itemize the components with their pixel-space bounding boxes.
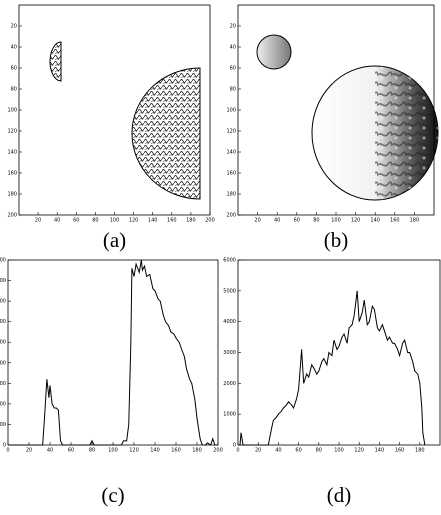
y-tick-label: 80 [11, 87, 17, 93]
y-tick-label: 0 [3, 443, 6, 449]
x-tick-label: 100 [331, 218, 341, 224]
y-tick-label: 60 [230, 66, 236, 72]
x-tick-label: 40 [47, 448, 53, 454]
x-tick-label: 20 [26, 448, 32, 454]
y-tick-label: 0 [233, 443, 236, 449]
x-tick-label: 80 [89, 448, 95, 454]
x-tick-label: 120 [354, 448, 364, 454]
y-tick-label: 6000 [0, 319, 6, 325]
x-tick-label: 100 [110, 218, 120, 224]
y-tick-label: 160 [226, 171, 236, 177]
x-tick-label: 60 [73, 218, 79, 224]
x-tick-label: 180 [186, 218, 196, 224]
y-tick-label: 4000 [0, 360, 6, 366]
x-tick-label: 100 [108, 448, 118, 454]
x-tick-label: 60 [68, 448, 74, 454]
panel-caption: (a) [103, 228, 126, 252]
x-tick-label: 120 [129, 218, 139, 224]
histogram-line [8, 259, 218, 446]
y-tick-label: 20 [11, 24, 17, 30]
y-tick-label: 40 [11, 45, 17, 51]
x-tick-label: 120 [351, 218, 361, 224]
y-tick-label: 5000 [223, 288, 236, 294]
x-tick-label: 80 [92, 218, 98, 224]
x-tick-label: 180 [410, 218, 420, 224]
x-tick-label: 40 [275, 448, 281, 454]
x-tick-label: 20 [254, 218, 260, 224]
x-tick-label: 160 [171, 448, 181, 454]
x-tick-label: 140 [148, 218, 158, 224]
y-tick-label: 120 [226, 129, 236, 135]
x-tick-label: 140 [150, 448, 160, 454]
y-tick-label: 7000 [0, 299, 6, 305]
x-tick-label: 180 [415, 448, 425, 454]
x-tick-label: 40 [274, 218, 280, 224]
y-tick-label: 20 [230, 24, 236, 30]
x-tick-label: 160 [395, 448, 405, 454]
y-tick-label: 9000 [0, 258, 6, 264]
x-tick-label: 0 [6, 448, 9, 454]
y-tick-label: 1000 [223, 412, 236, 418]
panel-b-image [256, 34, 439, 201]
y-tick-label: 200 [7, 213, 17, 219]
x-tick-label: 200 [205, 218, 215, 224]
x-tick-label: 60 [294, 218, 300, 224]
y-tick-label: 8000 [0, 278, 6, 284]
panel-caption: (b) [324, 228, 349, 252]
y-tick-label: 60 [11, 66, 17, 72]
y-tick-label: 1000 [0, 422, 6, 428]
x-tick-label: 160 [390, 218, 400, 224]
panel-a-image [49, 41, 201, 200]
panel-caption: (d) [327, 483, 352, 507]
x-tick-label: 60 [295, 448, 301, 454]
x-tick-label: 120 [129, 448, 139, 454]
panel-caption: (c) [101, 483, 124, 507]
x-tick-label: 40 [54, 218, 60, 224]
y-tick-label: 180 [226, 192, 236, 198]
y-tick-label: 2000 [0, 401, 6, 407]
y-tick-label: 140 [226, 150, 236, 156]
y-tick-label: 2000 [223, 381, 236, 387]
y-tick-label: 5000 [0, 340, 6, 346]
y-tick-label: 6000 [223, 258, 236, 264]
x-tick-label: 80 [313, 218, 319, 224]
y-tick-label: 40 [230, 45, 236, 51]
y-tick-label: 180 [7, 192, 17, 198]
plot-frame [7, 259, 219, 446]
x-tick-label: 0 [236, 448, 239, 454]
x-tick-label: 160 [167, 218, 177, 224]
x-tick-label: 100 [334, 448, 344, 454]
y-tick-label: 200 [226, 213, 236, 219]
y-tick-label: 100 [226, 108, 236, 114]
y-tick-label: 80 [230, 87, 236, 93]
x-tick-label: 20 [255, 448, 261, 454]
x-tick-label: 180 [192, 448, 202, 454]
y-tick-label: 4000 [223, 319, 236, 325]
histogram-line [238, 290, 426, 446]
x-tick-label: 140 [375, 448, 385, 454]
x-tick-label: 140 [370, 218, 380, 224]
y-tick-label: 100 [7, 108, 17, 114]
x-tick-label: 80 [316, 448, 322, 454]
y-tick-label: 3000 [0, 381, 6, 387]
x-tick-label: 20 [35, 218, 41, 224]
y-tick-label: 140 [7, 150, 17, 156]
x-tick-label: 200 [213, 448, 223, 454]
y-tick-label: 3000 [223, 350, 236, 356]
y-tick-label: 120 [7, 129, 17, 135]
y-tick-label: 160 [7, 171, 17, 177]
